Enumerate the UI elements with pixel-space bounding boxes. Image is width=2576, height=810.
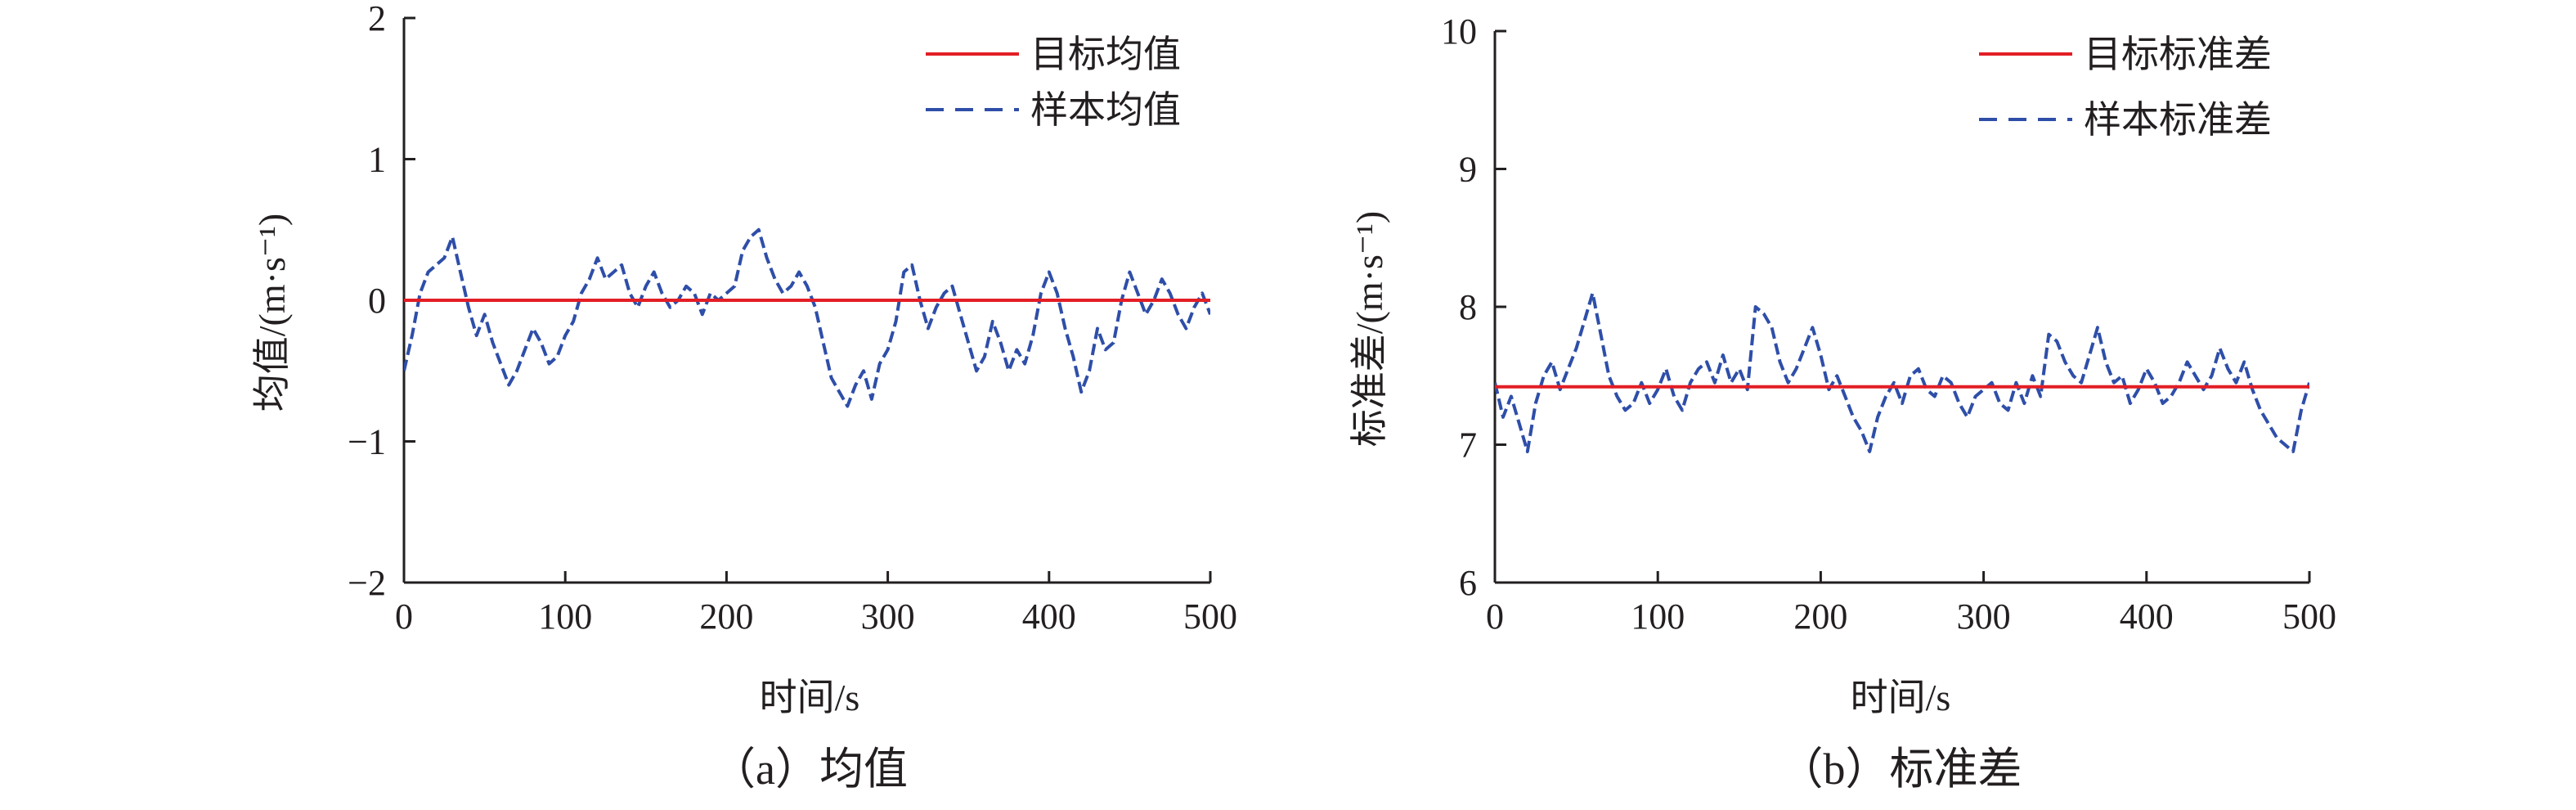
panel-a-x-tick-label: 200 bbox=[699, 596, 753, 637]
panel-b-series bbox=[1495, 291, 2309, 453]
panel-a-legend: 目标均值 样本均值 bbox=[926, 34, 1181, 131]
panel-a-x-tick-label: 500 bbox=[1183, 596, 1237, 637]
panel-a-ticks: 0 100 200 300 400 500 −2 −1 0 1 2 bbox=[348, 0, 1237, 637]
panel-b-y-tick-label: 6 bbox=[1459, 563, 1477, 603]
panel-a-series bbox=[404, 227, 1210, 408]
panel-a-x-tick-label: 0 bbox=[395, 596, 413, 637]
panel-a-y-tick-label: −1 bbox=[348, 422, 386, 462]
panel-b-x-axis-title: 时间/s bbox=[1851, 677, 1951, 718]
panel-a-sample-line bbox=[404, 227, 1210, 408]
panel-b-caption: （b）标准差 bbox=[1779, 745, 2022, 794]
panel-a-x-tick-label: 400 bbox=[1022, 596, 1076, 637]
panel-b-y-axis-title: 标准差/(m·s⁻¹) bbox=[1349, 211, 1390, 448]
panel-a-x-tick-label: 100 bbox=[538, 596, 592, 637]
panel-a-x-axis-title: 时间/s bbox=[760, 677, 860, 718]
panel-a-x-tick-label: 300 bbox=[861, 596, 915, 637]
panel-b-std-chart: 0 100 200 300 400 500 6 7 8 9 10 目标标准差 样本标准差 标准差/(… bbox=[1349, 11, 2336, 794]
panel-b-y-tick-label: 8 bbox=[1459, 287, 1477, 327]
panel-b-x-tick-label: 500 bbox=[2282, 596, 2336, 637]
panel-b-legend-sample-label: 样本标准差 bbox=[2084, 99, 2272, 141]
panel-b-x-tick-label: 200 bbox=[1793, 596, 1847, 637]
panel-a-legend-target-label: 目标均值 bbox=[1030, 34, 1181, 75]
panel-a-y-tick-label: 2 bbox=[368, 0, 386, 38]
panel-b-sample-line bbox=[1495, 291, 2309, 453]
panel-b-x-tick-label: 300 bbox=[1957, 596, 2011, 637]
panel-b-x-tick-label: 0 bbox=[1486, 596, 1504, 637]
panel-a-y-axis-title: 均值/(m·s⁻¹) bbox=[251, 214, 293, 412]
panel-a-mean-chart: 0 100 200 300 400 500 −2 −1 0 1 2 目标均值 样本均值 均值/(m·… bbox=[251, 0, 1237, 794]
panel-b-legend: 目标标准差 样本标准差 bbox=[1979, 34, 2272, 141]
panel-b-x-tick-label: 100 bbox=[1631, 596, 1685, 637]
panel-a-caption: （a）均值 bbox=[711, 745, 908, 794]
panel-b-x-tick-label: 400 bbox=[2120, 596, 2174, 637]
panel-b-y-tick-label: 9 bbox=[1459, 150, 1477, 190]
panel-a-y-tick-label: −2 bbox=[348, 563, 386, 603]
panel-a-y-tick-label: 1 bbox=[368, 140, 386, 180]
panel-b-y-tick-label: 10 bbox=[1441, 11, 1477, 52]
panel-a-legend-sample-label: 样本均值 bbox=[1030, 89, 1181, 131]
panel-b-legend-target-label: 目标标准差 bbox=[2084, 34, 2272, 75]
panel-a-y-tick-label: 0 bbox=[368, 281, 386, 321]
panel-b-ticks: 0 100 200 300 400 500 6 7 8 9 10 bbox=[1441, 11, 2336, 637]
panel-b-y-tick-label: 7 bbox=[1459, 425, 1477, 466]
